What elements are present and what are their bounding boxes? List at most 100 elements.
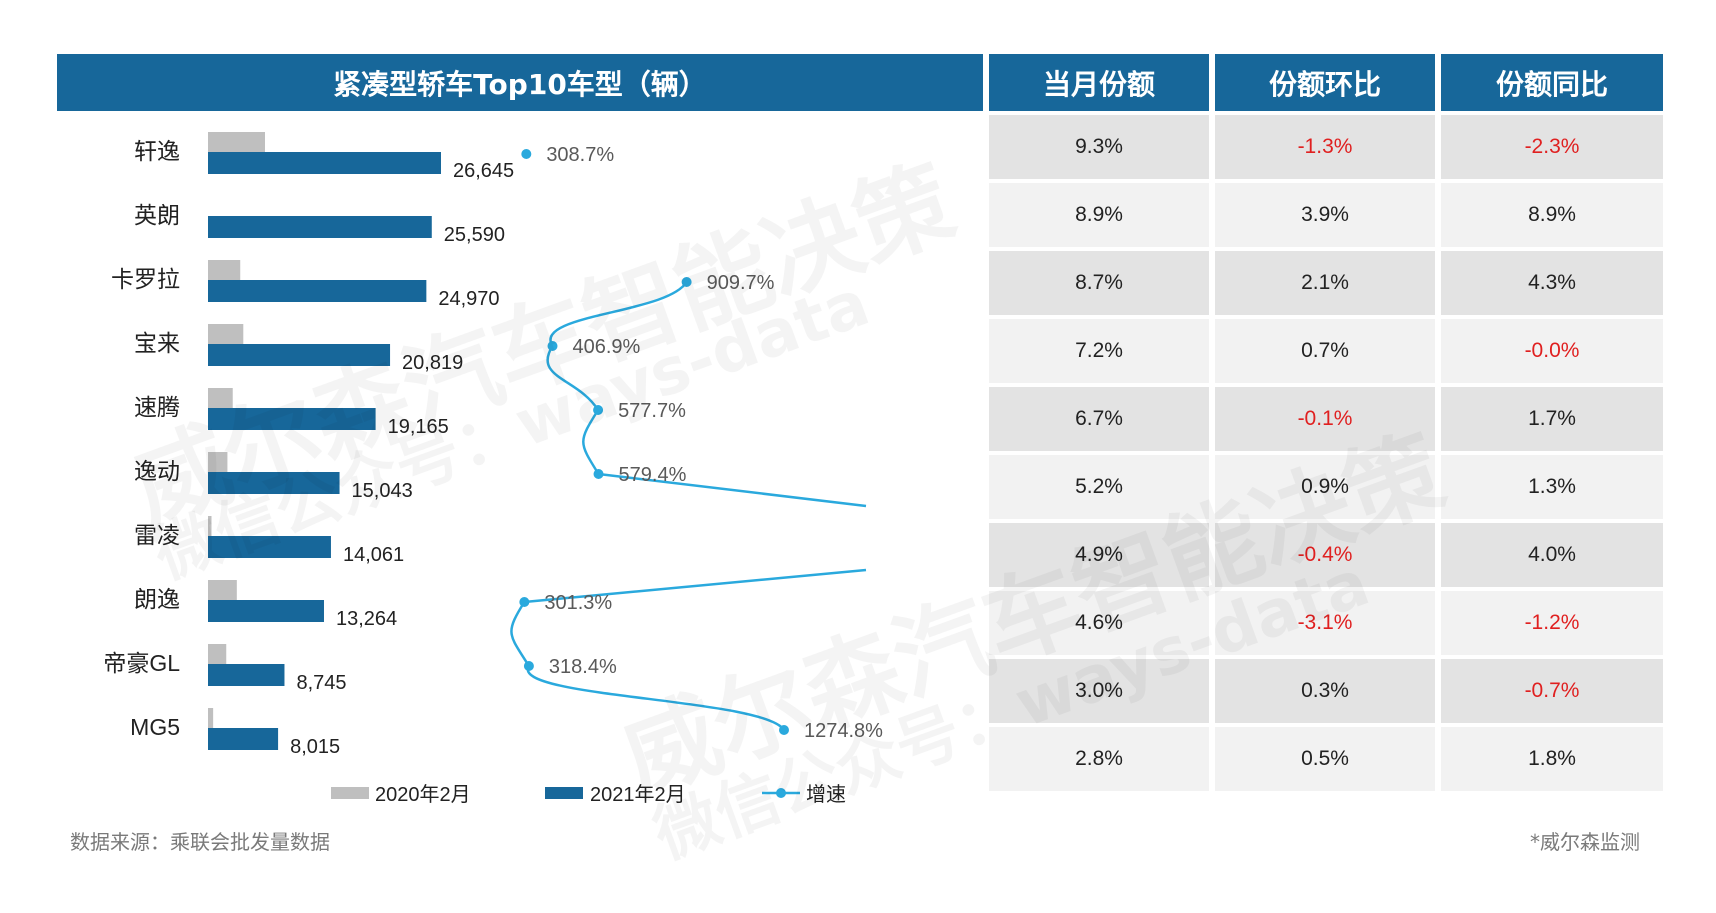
bar-value-label: 19,165 xyxy=(388,416,449,438)
growth-line xyxy=(510,601,786,731)
bar-value-label: 20,819 xyxy=(402,352,463,374)
bar-2021 xyxy=(208,728,279,750)
growth-point xyxy=(593,405,604,415)
table-cell-yoy: 4.3% xyxy=(1441,251,1663,315)
growth-label: 318.4% xyxy=(549,656,617,678)
bar-2021 xyxy=(208,216,432,238)
bar-2020 xyxy=(208,324,244,344)
bar-2021 xyxy=(208,280,427,302)
bar-2021 xyxy=(208,664,285,686)
growth-label: 909.7% xyxy=(707,272,775,294)
table-cell-share: 8.7% xyxy=(989,251,1209,315)
bar-2020 xyxy=(208,580,237,600)
table-cell-mom: 0.3% xyxy=(1215,659,1435,723)
bar-value-label: 13,264 xyxy=(336,608,397,630)
growth-label: 1274.8% xyxy=(804,720,883,742)
bar-value-label: 8,745 xyxy=(296,672,346,694)
bar-2020 xyxy=(208,452,228,472)
bar-2021 xyxy=(208,152,441,174)
bar-2021 xyxy=(208,472,340,494)
table-cell-mom: 0.7% xyxy=(1215,319,1435,383)
growth-line xyxy=(546,281,688,475)
growth-label: 406.9% xyxy=(573,336,641,358)
bar-2020 xyxy=(208,708,214,728)
category-label: 宝来 xyxy=(134,330,180,356)
bar-value-label: 8,015 xyxy=(290,736,340,758)
bar-2021 xyxy=(208,600,324,622)
growth-line-tail xyxy=(524,568,867,604)
table-cell-share: 8.9% xyxy=(989,183,1209,247)
category-label: 速腾 xyxy=(134,394,180,420)
table-cell-mom: -1.3% xyxy=(1215,115,1435,179)
bar-value-label: 14,061 xyxy=(343,544,404,566)
legend-label-2020: 2020年2月 xyxy=(375,783,471,806)
category-label: 轩逸 xyxy=(134,138,180,164)
table-cell-mom: 0.9% xyxy=(1215,455,1435,519)
table-cell-yoy: -0.7% xyxy=(1441,659,1663,723)
category-label: 逸动 xyxy=(134,458,180,484)
table-cell-share: 5.2% xyxy=(989,455,1209,519)
category-label: 朗逸 xyxy=(134,586,180,612)
table-cell-mom: 0.5% xyxy=(1215,727,1435,791)
legend-swatch-growth-dot xyxy=(776,788,786,798)
table-cell-mom: 3.9% xyxy=(1215,183,1435,247)
growth-label: 308.7% xyxy=(546,144,614,166)
legend-label-growth: 增速 xyxy=(806,783,846,806)
table-header-mom: 份额环比 xyxy=(1215,54,1435,111)
bar-value-label: 25,590 xyxy=(444,224,505,246)
growth-point xyxy=(521,149,532,159)
legend-swatch-2020 xyxy=(331,787,369,799)
bar-2020 xyxy=(208,516,212,536)
bar-value-label: 15,043 xyxy=(352,480,413,502)
growth-point xyxy=(681,277,692,287)
bar-2021 xyxy=(208,536,331,558)
table-cell-share: 4.9% xyxy=(989,523,1209,587)
table-cell-mom: -3.1% xyxy=(1215,591,1435,655)
table-cell-share: 6.7% xyxy=(989,387,1209,451)
data-source: 数据来源：乘联会批发量数据 xyxy=(70,830,330,854)
legend-swatch-2021 xyxy=(545,787,583,799)
category-label: MG5 xyxy=(130,714,180,740)
growth-point xyxy=(523,661,534,671)
table-cell-yoy: -2.3% xyxy=(1441,115,1663,179)
legend-label-2021: 2021年2月 xyxy=(590,783,686,806)
growth-point xyxy=(593,469,604,479)
table-cell-mom: 2.1% xyxy=(1215,251,1435,315)
bar-2021 xyxy=(208,408,376,430)
table-cell-share: 7.2% xyxy=(989,319,1209,383)
table-cell-yoy: -0.0% xyxy=(1441,319,1663,383)
growth-point xyxy=(547,341,558,351)
chart-header: 紧凑型轿车Top10车型（辆） xyxy=(57,54,983,111)
bar-2020 xyxy=(208,644,227,664)
table-cell-mom: -0.1% xyxy=(1215,387,1435,451)
table-cell-yoy: 4.0% xyxy=(1441,523,1663,587)
category-label: 英朗 xyxy=(134,202,180,228)
table-cell-yoy: 1.8% xyxy=(1441,727,1663,791)
growth-point xyxy=(779,725,789,735)
table-cell-yoy: -1.2% xyxy=(1441,591,1663,655)
category-label: 雷凌 xyxy=(134,522,180,548)
table-cell-share: 2.8% xyxy=(989,727,1209,791)
growth-line-tail xyxy=(598,472,867,508)
category-label: 帝豪GL xyxy=(103,650,180,676)
table-header-yoy: 份额同比 xyxy=(1441,54,1663,111)
table-cell-share: 4.6% xyxy=(989,591,1209,655)
bar-value-label: 24,970 xyxy=(438,288,499,310)
bar-2020 xyxy=(208,132,265,152)
bar-value-label: 26,645 xyxy=(453,160,514,182)
table-cell-yoy: 1.7% xyxy=(1441,387,1663,451)
bar-2020 xyxy=(208,388,233,408)
table-cell-share: 3.0% xyxy=(989,659,1209,723)
table-cell-yoy: 8.9% xyxy=(1441,183,1663,247)
table-cell-mom: -0.4% xyxy=(1215,523,1435,587)
growth-label: 301.3% xyxy=(544,592,612,614)
bar-2021 xyxy=(208,344,391,366)
growth-label: 577.7% xyxy=(618,400,686,422)
growth-label: 579.4% xyxy=(619,464,687,486)
table-cell-yoy: 1.3% xyxy=(1441,455,1663,519)
bar-2020 xyxy=(208,260,241,280)
brand-note: *威尔森监测 xyxy=(1530,830,1640,854)
growth-point xyxy=(519,597,530,607)
table-cell-share: 9.3% xyxy=(989,115,1209,179)
